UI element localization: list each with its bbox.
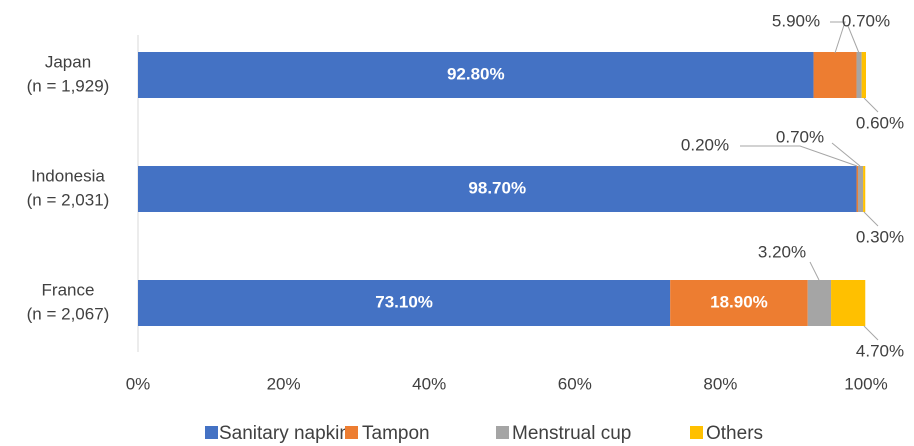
data-label: 0.70% [842, 11, 890, 30]
bar-segment [861, 52, 866, 98]
legend-label: Tampon [362, 423, 430, 444]
bar-segment [138, 166, 857, 212]
data-label: 0.20% [681, 135, 729, 154]
legend-swatch [345, 426, 358, 439]
x-tick-label: 0% [126, 374, 151, 393]
leader-line [809, 261, 820, 281]
leader-line [830, 21, 846, 54]
y-tick-label: (n = 2,067) [27, 304, 110, 323]
leader-line [863, 325, 879, 341]
legend-swatch [205, 426, 218, 439]
y-tick-label: (n = 1,929) [27, 76, 110, 95]
data-label: 0.70% [776, 127, 824, 146]
data-label: 0.60% [856, 113, 904, 132]
bar-segment [856, 52, 862, 98]
bar-segment [138, 52, 814, 98]
y-tick-label: (n = 2,031) [27, 190, 110, 209]
data-label: 92.80% [447, 64, 505, 83]
bar-segment [138, 280, 671, 326]
bar-segment [857, 166, 864, 212]
leader-line [740, 145, 858, 167]
bar-segment [807, 280, 832, 326]
legend-swatch [690, 426, 703, 439]
data-label: 98.70% [468, 178, 526, 197]
data-label: 18.90% [710, 292, 768, 311]
data-label: 5.90% [772, 11, 820, 30]
bar-segment [831, 280, 866, 326]
y-tick-label: Japan [45, 52, 91, 71]
leader-line [863, 97, 879, 113]
data-label: 4.70% [856, 341, 904, 360]
legend-swatch [496, 426, 509, 439]
legend-label: Menstrual cup [512, 423, 631, 444]
bar-segment [670, 280, 808, 326]
leader-line [831, 142, 861, 167]
y-tick-label: France [42, 280, 95, 299]
legend-label: Sanitary napkin [219, 423, 350, 444]
leader-line [863, 211, 879, 227]
leader-line [847, 25, 860, 54]
x-tick-label: 100% [844, 374, 887, 393]
data-label: 0.30% [856, 227, 904, 246]
y-tick-label: Indonesia [31, 166, 105, 185]
x-tick-label: 40% [412, 374, 446, 393]
data-label: 73.10% [375, 292, 433, 311]
legend-label: Others [706, 423, 763, 444]
bar-segment [856, 166, 858, 212]
x-tick-label: 60% [558, 374, 592, 393]
x-tick-label: 80% [703, 374, 737, 393]
bar-segment [863, 166, 866, 212]
data-label: 3.20% [758, 242, 806, 261]
bar-segment [813, 52, 857, 98]
x-tick-label: 20% [267, 374, 301, 393]
